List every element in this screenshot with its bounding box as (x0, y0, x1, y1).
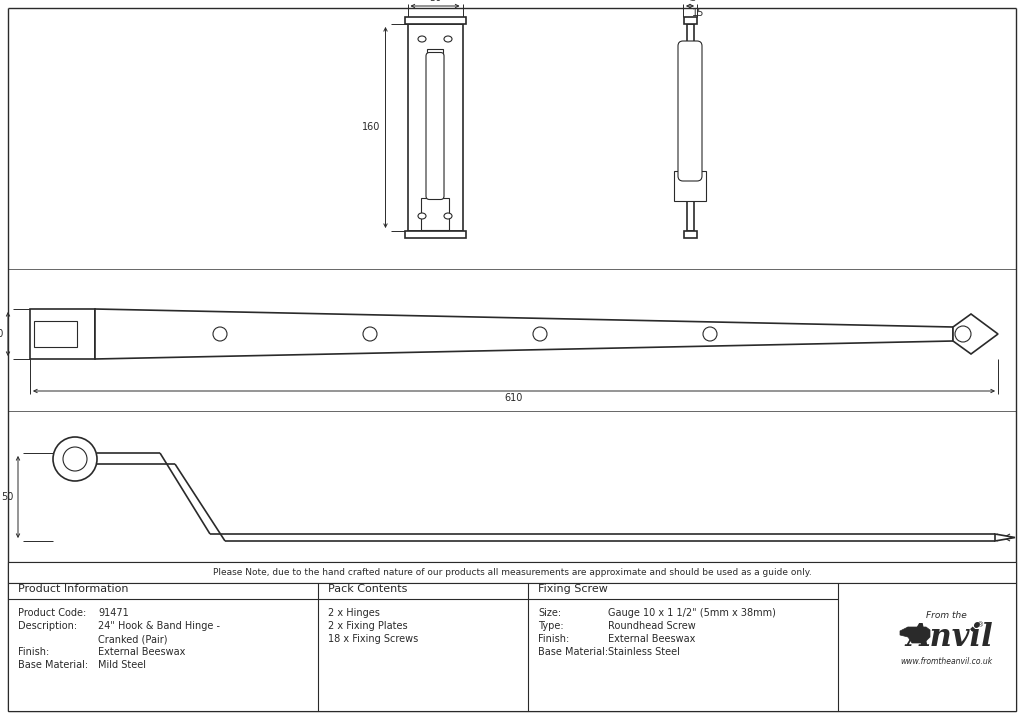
Text: External Beeswax: External Beeswax (98, 647, 185, 657)
Text: Finish:: Finish: (538, 634, 569, 644)
Ellipse shape (418, 36, 426, 42)
Bar (34, 321, 77, 347)
Text: ◆: ◆ (971, 626, 976, 632)
Text: Cranked (Pair): Cranked (Pair) (98, 634, 168, 644)
Text: 50: 50 (429, 0, 441, 3)
Text: 50: 50 (2, 492, 14, 502)
Polygon shape (900, 627, 908, 637)
Polygon shape (995, 534, 1015, 541)
Ellipse shape (418, 213, 426, 219)
FancyBboxPatch shape (678, 41, 702, 181)
Text: 2 x Hinges: 2 x Hinges (328, 608, 380, 618)
Polygon shape (908, 627, 930, 643)
Text: Stainless Steel: Stainless Steel (608, 647, 680, 657)
Polygon shape (95, 309, 953, 359)
Text: Fixing Screw: Fixing Screw (538, 584, 608, 594)
Text: 2 x Fixing Plates: 2 x Fixing Plates (328, 621, 408, 631)
Text: Ø: Ø (690, 0, 696, 3)
Text: Mild Steel: Mild Steel (98, 660, 146, 670)
Polygon shape (953, 314, 998, 354)
Bar (408, 24, 463, 231)
Text: 91471: 91471 (98, 608, 129, 618)
Text: Anvil: Anvil (906, 621, 993, 653)
Polygon shape (683, 17, 696, 24)
Text: Size:: Size: (538, 608, 561, 618)
Text: Finish:: Finish: (18, 647, 49, 657)
Bar (427, 49, 443, 201)
Text: Product Code:: Product Code: (18, 608, 86, 618)
Text: External Beeswax: External Beeswax (608, 634, 695, 644)
Text: Gauge 10 x 1 1/2" (5mm x 38mm): Gauge 10 x 1 1/2" (5mm x 38mm) (608, 608, 776, 618)
Text: 24" Hook & Band Hinge -: 24" Hook & Band Hinge - (98, 621, 220, 631)
Text: 50: 50 (0, 329, 4, 339)
Text: 15: 15 (692, 8, 705, 18)
Ellipse shape (444, 36, 452, 42)
Text: 160: 160 (362, 122, 381, 132)
Text: Please Note, due to the hand crafted nature of our products all measurements are: Please Note, due to the hand crafted nat… (213, 568, 811, 577)
Text: Description:: Description: (18, 621, 77, 631)
Bar (8, 583, 1016, 711)
Bar (421, 198, 449, 230)
Polygon shape (404, 231, 466, 238)
Text: Product Information: Product Information (18, 584, 128, 594)
Bar (686, 24, 693, 231)
Text: 610: 610 (505, 393, 523, 403)
FancyBboxPatch shape (426, 52, 444, 199)
Text: Type:: Type: (538, 621, 563, 631)
Text: Roundhead Screw: Roundhead Screw (608, 621, 695, 631)
Polygon shape (683, 231, 696, 238)
Text: www.fromtheanvil.co.uk: www.fromtheanvil.co.uk (900, 657, 992, 667)
Text: ®: ® (978, 622, 984, 628)
Bar (674, 171, 706, 201)
Text: Base Material:: Base Material: (538, 647, 608, 657)
Bar (30, 309, 95, 359)
Text: Base Material:: Base Material: (18, 660, 88, 670)
Polygon shape (404, 17, 466, 24)
Text: Pack Contents: Pack Contents (328, 584, 408, 594)
Text: From the: From the (926, 610, 967, 620)
Bar (8, 562, 1016, 583)
Ellipse shape (444, 213, 452, 219)
Text: 18 x Fixing Screws: 18 x Fixing Screws (328, 634, 418, 644)
